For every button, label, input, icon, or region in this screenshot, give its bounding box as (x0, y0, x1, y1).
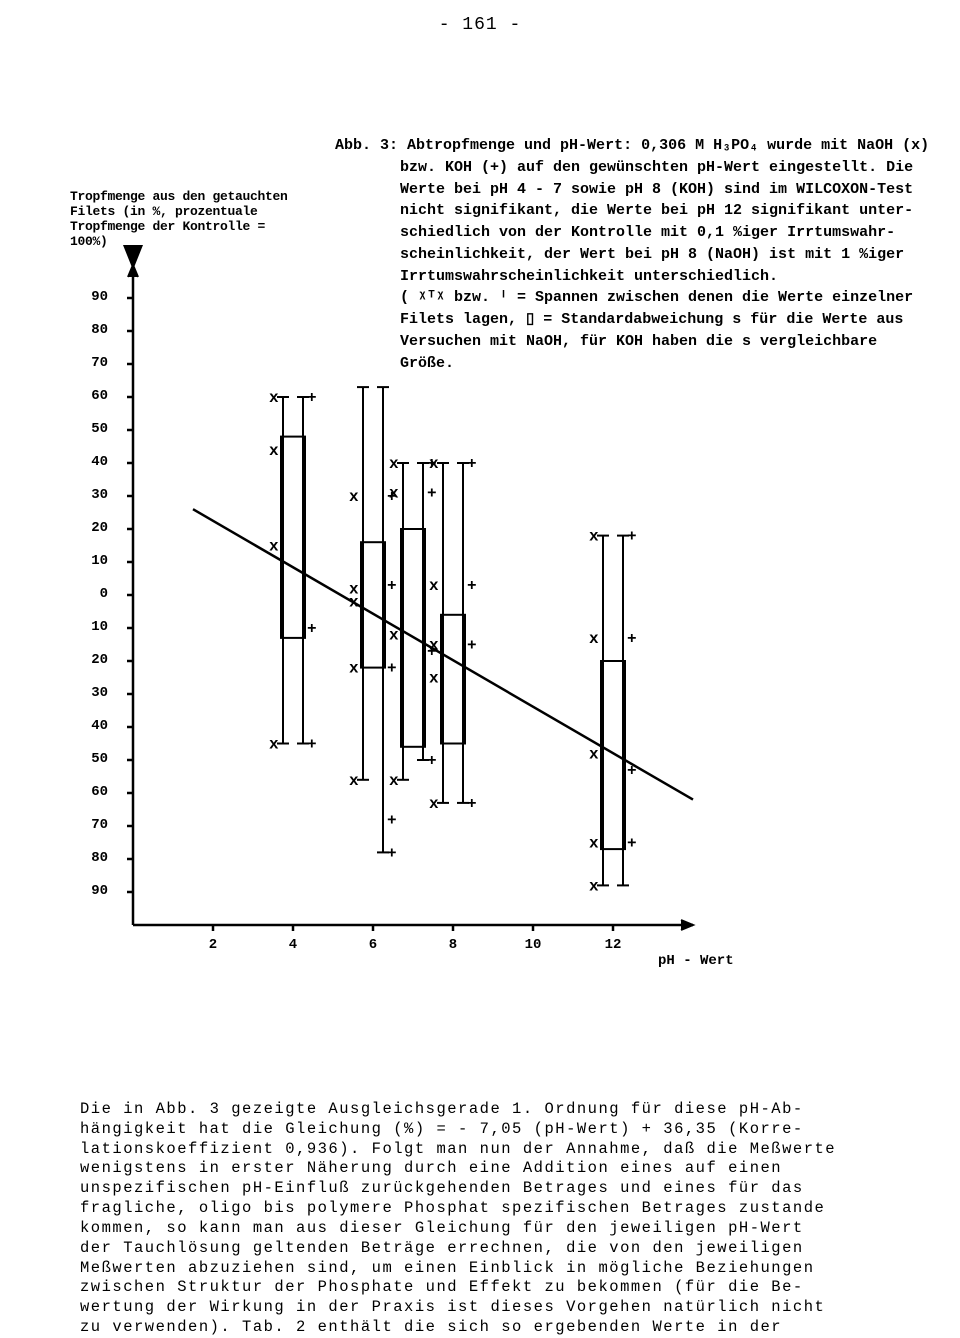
y-axis-title: Tropfmenge aus den getauchten Filets (in… (70, 190, 290, 250)
x-tick-label: 10 (513, 937, 553, 953)
svg-text:x: x (589, 835, 599, 853)
svg-text:x: x (429, 795, 439, 813)
svg-text:+: + (467, 637, 477, 655)
y-tick-label: 30 (68, 487, 108, 503)
y-tick-label: 40 (68, 718, 108, 734)
y-tick-label: 0 (68, 586, 108, 602)
caption-line: nicht signifikant, die Werte bei pH 12 s… (335, 200, 940, 222)
svg-text:x: x (389, 485, 399, 503)
svg-text:+: + (387, 844, 397, 862)
y-tick-label: 50 (68, 751, 108, 767)
y-tick-label: 10 (68, 553, 108, 569)
svg-text:x: x (429, 577, 439, 595)
y-tick-label: 30 (68, 685, 108, 701)
y-tick-label: 50 (68, 421, 108, 437)
svg-text:x: x (429, 670, 439, 688)
y-tick-label: 70 (68, 817, 108, 833)
x-tick-label: 12 (593, 937, 633, 953)
caption-label: Abb. 3: (335, 137, 398, 154)
svg-text:+: + (307, 620, 317, 638)
page-number: - 161 - (439, 15, 522, 35)
x-tick-label: 6 (353, 937, 393, 953)
y-tick-label: 60 (68, 784, 108, 800)
x-tick-label: 4 (273, 937, 313, 953)
svg-text:+: + (427, 752, 437, 770)
chart-area: xxxx+++xxxxx+++++xxxx++++xxxxx++++xxxxx+… (118, 255, 718, 955)
svg-text:x: x (389, 455, 399, 473)
chart-svg: xxxx+++xxxxx+++++xxxx++++xxxxx++++xxxxx+… (118, 255, 718, 955)
svg-text:+: + (427, 485, 437, 503)
svg-text:+: + (307, 389, 317, 407)
caption-line: schiedlich von der Kontrolle mit 0,1 %ig… (335, 222, 940, 244)
svg-text:+: + (627, 630, 637, 648)
y-tick-label: 70 (68, 355, 108, 371)
svg-text:+: + (627, 835, 637, 853)
y-tick-label: 20 (68, 520, 108, 536)
svg-text:+: + (467, 577, 477, 595)
svg-text:x: x (269, 736, 279, 754)
x-tick-label: 8 (433, 937, 473, 953)
y-tick-label: 90 (68, 289, 108, 305)
x-axis-label: pH - Wert (658, 953, 734, 969)
caption-line: Abtropfmenge und pH-Wert: 0,306 M H₃PO₄ … (407, 137, 929, 154)
svg-text:+: + (387, 811, 397, 829)
y-tick-label: 90 (68, 883, 108, 899)
y-tick-label: 20 (68, 652, 108, 668)
svg-text:x: x (589, 877, 599, 895)
svg-text:x: x (589, 630, 599, 648)
y-tick-label: 10 (68, 619, 108, 635)
svg-text:+: + (627, 762, 637, 780)
svg-text:+: + (467, 455, 477, 473)
svg-text:x: x (589, 745, 599, 763)
y-tick-label: 60 (68, 388, 108, 404)
svg-text:+: + (387, 660, 397, 678)
svg-text:x: x (389, 772, 399, 790)
svg-text:+: + (467, 795, 477, 813)
y-tick-label: 40 (68, 454, 108, 470)
body-paragraph: Die in Abb. 3 gezeigte Ausgleichsgerade … (80, 1100, 915, 1338)
svg-text:x: x (269, 442, 279, 460)
svg-text:x: x (429, 455, 439, 473)
svg-text:x: x (349, 660, 359, 678)
svg-text:+: + (387, 577, 397, 595)
svg-text:x: x (269, 389, 279, 407)
svg-text:x: x (589, 528, 599, 546)
caption-line: bzw. KOH (+) auf den gewünschten pH-Wert… (335, 157, 940, 179)
caption-line: Werte bei pH 4 - 7 sowie pH 8 (KOH) sind… (335, 179, 940, 201)
y-tick-label: 80 (68, 850, 108, 866)
x-tick-label: 2 (193, 937, 233, 953)
svg-text:+: + (307, 736, 317, 754)
svg-text:x: x (349, 594, 359, 612)
svg-text:x: x (429, 637, 439, 655)
y-tick-label: 80 (68, 322, 108, 338)
svg-text:x: x (389, 627, 399, 645)
svg-text:x: x (349, 772, 359, 790)
svg-text:x: x (349, 488, 359, 506)
svg-text:+: + (627, 528, 637, 546)
svg-text:x: x (269, 538, 279, 556)
